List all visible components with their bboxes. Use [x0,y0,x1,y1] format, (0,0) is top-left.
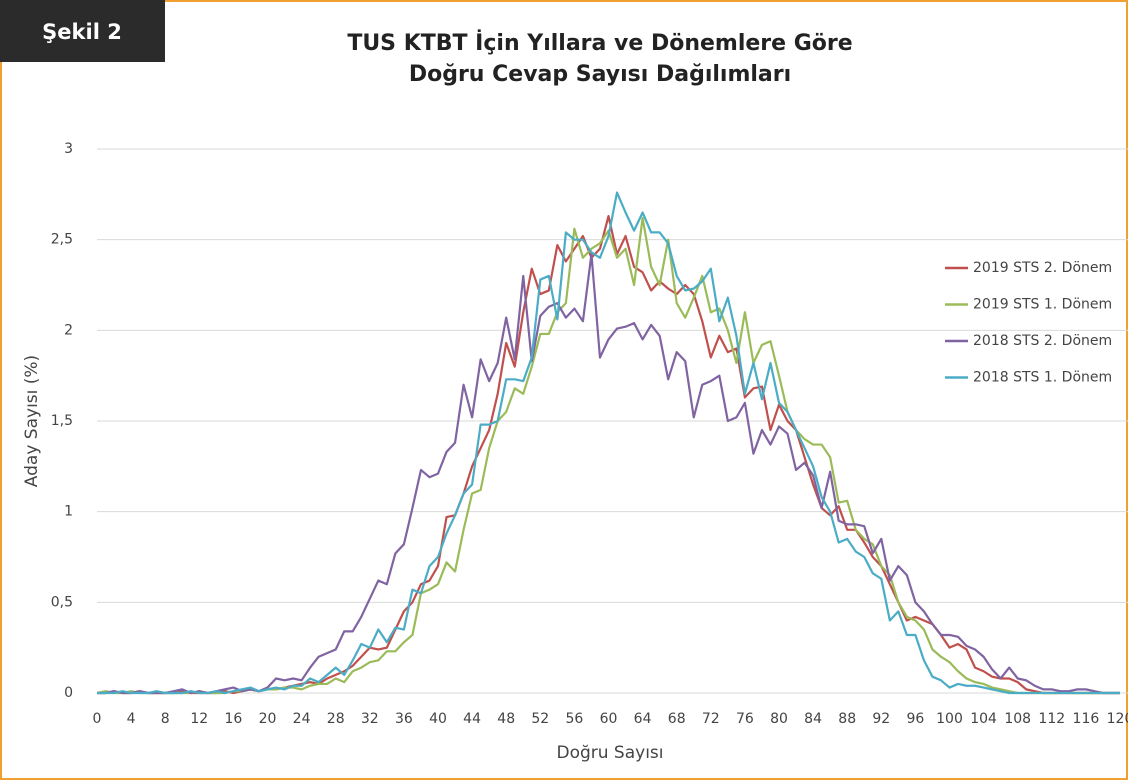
y-axis-title: Aday Sayısı (%) [22,355,42,487]
y-tick-label: 1,5 [51,413,73,429]
x-tick-label: 72 [702,711,720,727]
x-tick-label: 24 [293,711,311,727]
x-tick-label: 56 [565,711,583,727]
x-tick-label: 88 [838,711,856,727]
x-tick-label: 64 [634,711,652,727]
x-tick-label: 104 [970,711,997,727]
series-line [97,191,1120,695]
x-tick-label: 20 [259,711,277,727]
x-tick-label: 44 [463,711,481,727]
x-tick-label: 16 [224,711,242,727]
figure-label-box [0,0,165,62]
x-tick-label: 0 [93,711,102,727]
x-tick-label: 112 [1038,711,1065,727]
x-tick-label: 36 [395,711,413,727]
x-tick-label: 12 [190,711,208,727]
y-tick-label: 2,5 [51,232,73,248]
x-tick-label: 96 [906,711,924,727]
x-tick-label: 84 [804,711,822,727]
x-tick-label: 32 [361,711,379,727]
x-tick-label: 60 [600,711,618,727]
x-tick-label: 92 [872,711,890,727]
y-tick-label: 0,5 [51,594,73,610]
x-tick-label: 116 [1073,711,1100,727]
x-tick-label: 68 [668,711,686,727]
y-tick-label: 3 [64,141,73,157]
x-tick-label: 76 [736,711,754,727]
x-tick-label: 8 [161,711,170,727]
legend-label: 2019 STS 2. Dönem [973,260,1112,276]
x-tick-label: 120 [1107,711,1128,727]
x-tick-label: 100 [936,711,963,727]
x-tick-label: 80 [770,711,788,727]
x-tick-label: 28 [327,711,345,727]
x-tick-label: 108 [1004,711,1031,727]
y-tick-label: 1 [64,504,73,520]
chart-title: Doğru Cevap Sayısı Dağılımları [409,62,791,87]
chart-title: TUS KTBT İçin Yıllara ve Dönemlere Göre [347,30,852,56]
series-line [97,253,1120,695]
legend-label: 2018 STS 2. Dönem [973,333,1112,349]
legend-label: 2019 STS 1. Dönem [973,297,1112,313]
x-axis-title: Doğru Sayısı [556,743,663,763]
x-tick-label: 52 [531,711,549,727]
figure-label: Şekil 2 [42,20,122,44]
y-tick-label: 2 [64,322,73,338]
x-tick-label: 4 [127,711,136,727]
legend-label: 2018 STS 1. Dönem [973,370,1112,386]
x-tick-label: 48 [497,711,515,727]
y-tick-label: 0 [64,685,73,701]
x-tick-label: 40 [429,711,447,727]
